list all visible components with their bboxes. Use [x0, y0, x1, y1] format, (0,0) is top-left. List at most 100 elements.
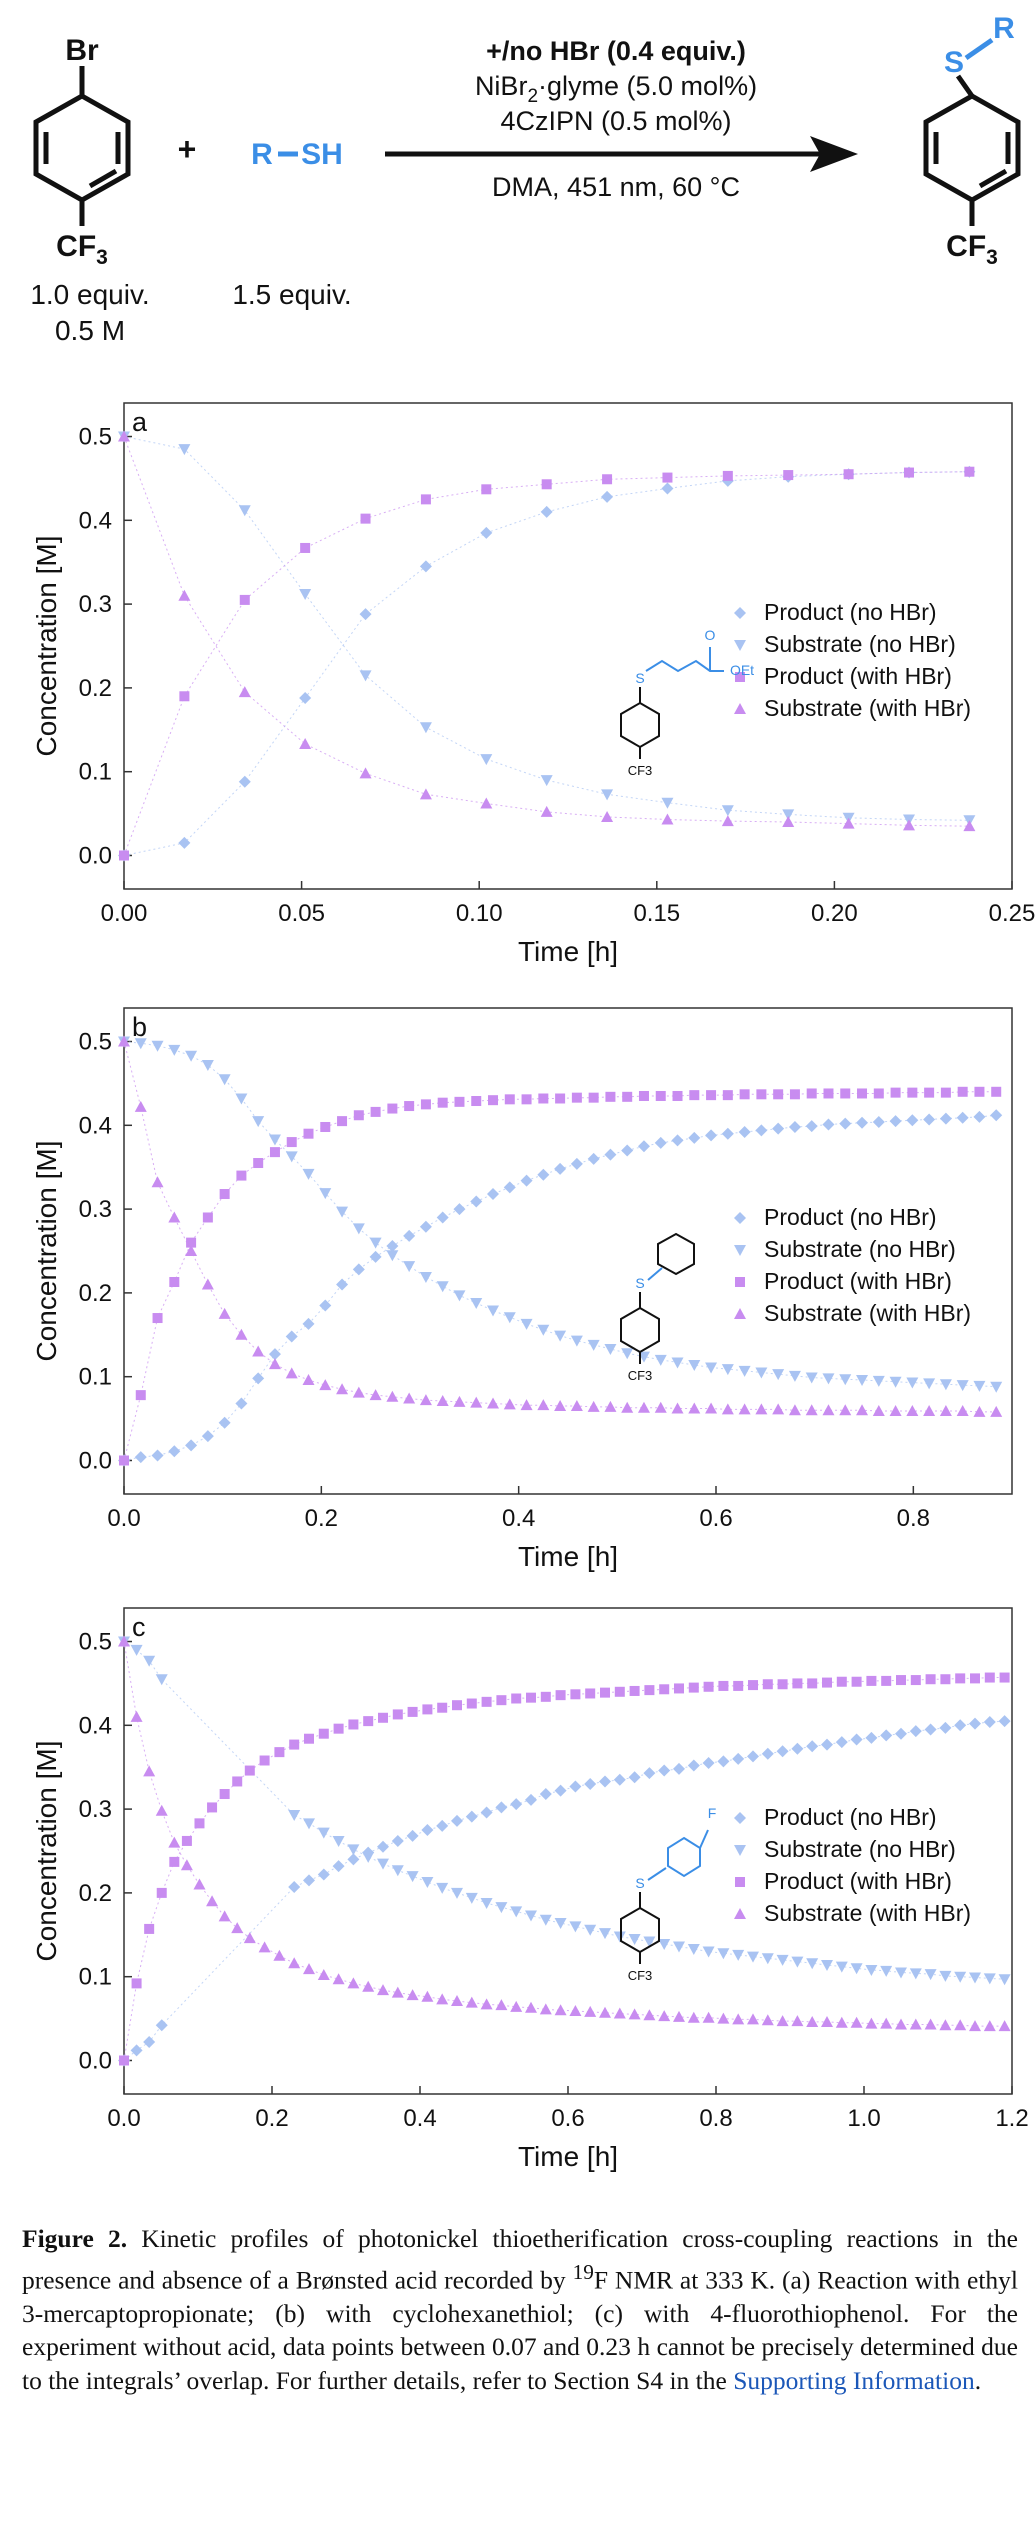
data-point: [369, 1237, 382, 1249]
data-point: [998, 2020, 1011, 2032]
series-markers: [118, 1035, 1003, 1417]
data-point: [337, 1116, 348, 1127]
legend-entry: Product (with HBr): [764, 1868, 952, 1894]
inset-side-chain: [645, 647, 724, 673]
data-point: [420, 494, 431, 505]
data-point: [991, 1086, 1002, 1097]
x-tick-label: 0.25: [989, 900, 1036, 927]
data-point: [939, 1112, 952, 1125]
data-point: [377, 1858, 389, 1870]
data-point: [659, 1684, 670, 1695]
data-point: [643, 1936, 656, 1948]
data-point: [520, 1318, 533, 1330]
data-point: [637, 1140, 650, 1153]
data-point: [600, 1687, 610, 1698]
data-point: [674, 1683, 684, 1694]
data-point: [392, 1709, 403, 1720]
substrate-structure: [33, 66, 131, 226]
data-point: [865, 1731, 878, 1744]
data-point: [717, 2012, 730, 2024]
data-point: [538, 1093, 549, 1104]
data-point: [540, 805, 553, 817]
data-point: [955, 1673, 966, 1684]
data-point: [130, 1644, 143, 1656]
y-axis-label: Concentration [M]: [31, 1141, 62, 1362]
data-point: [419, 560, 432, 573]
data-point: [747, 1951, 759, 1963]
data-point: [317, 1827, 330, 1839]
data-point: [762, 1679, 773, 1690]
data-point: [687, 1944, 700, 1956]
data-point: [169, 1856, 180, 1867]
inset-structure: [620, 1292, 660, 1364]
data-point: [969, 1972, 981, 1984]
data-point: [194, 1818, 205, 1829]
data-point: [963, 820, 976, 832]
data-point: [924, 2018, 937, 2030]
data-point: [520, 1174, 533, 1187]
data-point: [906, 1114, 919, 1127]
data-point: [939, 1970, 952, 1982]
panel-label: a: [132, 407, 148, 437]
data-point: [599, 2006, 611, 2018]
data-point: [756, 1089, 767, 1100]
data-point: [119, 2055, 129, 2066]
data-point: [495, 1999, 508, 2011]
data-point: [587, 1152, 600, 1165]
series-markers: [118, 431, 976, 827]
data-point: [377, 1984, 389, 1996]
data-point: [702, 1757, 715, 1770]
data-point: [613, 1773, 626, 1786]
data-point: [526, 1692, 536, 1703]
x-tick-label: 0.2: [305, 1505, 338, 1532]
data-point: [673, 2010, 685, 2022]
data-point: [243, 1932, 256, 1944]
legend-marker: [734, 640, 746, 651]
data-point: [510, 1906, 523, 1918]
data-point: [839, 1117, 852, 1130]
data-point: [185, 1050, 198, 1062]
data-point: [954, 2019, 967, 2031]
data-point: [880, 1965, 893, 1977]
data-point: [130, 2044, 143, 2057]
data-point: [235, 1328, 248, 1340]
data-point: [973, 1405, 986, 1417]
y-tick-label: 0.0: [79, 1447, 112, 1474]
data-point: [352, 1263, 365, 1276]
data-point: [219, 1789, 230, 1800]
data-point: [990, 1109, 1003, 1122]
data-point: [673, 1941, 685, 1953]
data-point: [554, 2004, 567, 2016]
data-point: [151, 1176, 164, 1188]
data-point: [880, 2017, 893, 2029]
data-point: [776, 1745, 789, 1758]
data-point: [872, 1405, 885, 1417]
data-point: [889, 1376, 902, 1388]
data-point: [821, 1959, 833, 1971]
legend-marker: [734, 607, 746, 619]
data-point: [419, 788, 432, 800]
data-point: [218, 1910, 231, 1922]
condition-photocatalyst: 4CzIPN (0.5 mol%): [500, 106, 731, 136]
data-point: [269, 1147, 280, 1158]
x-tick-label: 0.15: [633, 900, 680, 927]
data-point: [655, 1090, 666, 1101]
data-point: [554, 1162, 567, 1175]
data-point: [923, 1113, 936, 1126]
supporting-information-link[interactable]: Supporting Information: [733, 2365, 975, 2395]
data-point: [822, 1677, 832, 1688]
data-point: [584, 2005, 597, 2017]
data-point: [353, 1110, 364, 1121]
data-point: [520, 1399, 533, 1411]
data-point: [705, 1362, 718, 1374]
condition-solvent: DMA, 451 nm, 60 °C: [492, 172, 740, 202]
data-point: [285, 1151, 298, 1163]
data-point: [540, 1691, 551, 1702]
data-point: [453, 1290, 466, 1302]
data-point: [169, 1277, 180, 1288]
data-point: [554, 1918, 567, 1930]
data-point: [807, 1678, 818, 1689]
data-point: [772, 1369, 785, 1381]
data-point: [168, 1044, 181, 1056]
data-point: [537, 1324, 550, 1336]
